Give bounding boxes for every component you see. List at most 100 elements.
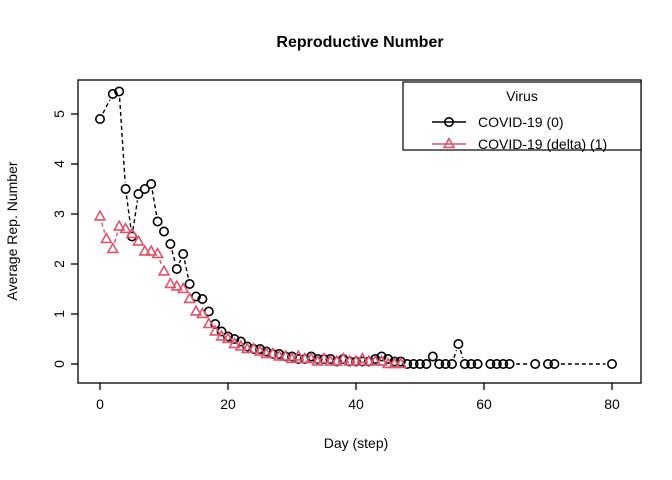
data-point-triangle xyxy=(202,316,216,329)
x-tick-label: 60 xyxy=(476,396,492,412)
y-tick-label: 0 xyxy=(51,360,67,368)
series-line-segment xyxy=(132,200,139,231)
data-point-circle xyxy=(443,117,454,128)
series-line-segment xyxy=(101,222,106,233)
legend: Virus COVID-19 (0) COVID-19 (delta) (1) xyxy=(402,81,642,152)
data-point-triangle xyxy=(381,356,395,369)
series-line-segment xyxy=(171,250,176,263)
y-tick-label: 2 xyxy=(51,260,67,268)
series-line-segment xyxy=(125,195,132,231)
data-point-triangle xyxy=(272,349,286,361)
legend-label-0: COVID-19 (0) xyxy=(478,114,564,130)
data-point-circle xyxy=(197,293,208,304)
data-point-triangle xyxy=(266,346,280,359)
data-point-triangle xyxy=(151,246,164,259)
data-point-circle xyxy=(152,216,163,227)
series-line-segment xyxy=(459,349,464,359)
data-point-triangle xyxy=(260,346,273,359)
data-point-triangle xyxy=(189,304,203,316)
data-point-circle xyxy=(171,263,182,274)
data-point-triangle xyxy=(196,306,209,319)
data-point-circle xyxy=(498,358,509,369)
data-point-triangle xyxy=(253,344,267,356)
data-point-triangle xyxy=(362,354,376,366)
data-point-triangle xyxy=(132,234,145,246)
data-point-circle xyxy=(376,351,387,362)
data-point-circle xyxy=(530,358,541,369)
data-point-triangle xyxy=(247,341,260,354)
data-point-circle xyxy=(178,249,189,260)
data-point-triangle xyxy=(228,336,241,349)
data-point-triangle xyxy=(144,244,158,256)
data-point-triangle xyxy=(208,324,222,336)
x-tick-label: 80 xyxy=(604,396,620,412)
data-point-triangle xyxy=(170,279,184,291)
data-point-circle xyxy=(542,358,553,369)
data-point-triangle xyxy=(388,356,401,369)
series-line-segment xyxy=(113,232,119,243)
plot-area: 0 20 40 60 80 0 1 2 3 4 5 xyxy=(51,79,642,412)
data-point-triangle xyxy=(100,231,113,244)
series-1 xyxy=(93,209,408,369)
data-point-circle xyxy=(606,358,617,369)
data-point-triangle xyxy=(304,351,318,364)
series-line-segment xyxy=(151,190,158,216)
x-axis-label: Day (step) xyxy=(324,435,389,451)
data-point-triangle xyxy=(336,351,350,364)
y-tick-label: 4 xyxy=(51,160,67,168)
series-line-segment xyxy=(183,260,189,278)
data-point-triangle xyxy=(157,264,171,276)
data-point-triangle xyxy=(368,354,382,366)
data-point-triangle xyxy=(343,354,356,366)
data-point-circle xyxy=(146,179,157,190)
data-point-triangle xyxy=(93,209,107,221)
data-point-circle xyxy=(159,226,170,237)
data-point-circle xyxy=(491,358,502,369)
data-point-triangle xyxy=(112,219,126,231)
series-line-segment xyxy=(178,259,182,264)
data-point-circle xyxy=(472,358,483,369)
data-point-triangle xyxy=(356,351,369,364)
x-tick-label: 0 xyxy=(96,396,104,412)
data-point-circle xyxy=(504,358,515,369)
data-point-circle xyxy=(440,358,451,369)
plot-box xyxy=(77,79,642,384)
data-point-circle xyxy=(453,338,464,349)
data-point-circle xyxy=(184,278,195,289)
series-line-segment xyxy=(159,259,163,266)
data-point-triangle xyxy=(106,241,120,254)
data-point-triangle xyxy=(234,339,248,351)
legend-label-1: COVID-19 (delta) (1) xyxy=(478,136,607,152)
data-point-triangle xyxy=(215,329,228,341)
data-point-circle xyxy=(139,184,150,195)
data-point-triangle xyxy=(298,351,312,364)
data-point-triangle xyxy=(138,244,152,256)
data-point-triangle xyxy=(221,331,235,344)
data-point-triangle xyxy=(279,349,292,361)
data-point-triangle xyxy=(317,351,331,364)
data-point-triangle xyxy=(164,276,177,289)
data-point-triangle xyxy=(375,354,388,366)
data-point-circle xyxy=(107,89,118,100)
y-tick-label: 1 xyxy=(51,310,67,318)
legend-box xyxy=(402,81,642,151)
chart-title: Reproductive Number xyxy=(276,34,443,51)
data-point-circle xyxy=(120,184,131,195)
data-point-circle xyxy=(421,358,432,369)
data-point-triangle xyxy=(119,221,132,234)
data-point-circle xyxy=(414,358,425,369)
data-point-circle xyxy=(485,358,496,369)
data-point-circle xyxy=(95,114,106,125)
series-line-segment xyxy=(453,349,458,359)
data-point-circle xyxy=(459,358,470,369)
data-point-triangle xyxy=(240,341,254,354)
y-tick-label: 3 xyxy=(51,210,67,218)
data-point-circle xyxy=(549,358,560,369)
legend-title: Virus xyxy=(506,88,538,104)
x-tick-label: 20 xyxy=(220,396,236,412)
x-tick-label: 40 xyxy=(348,396,364,412)
y-axis-label: Average Rep. Number xyxy=(4,161,20,300)
data-point-triangle xyxy=(442,136,456,149)
